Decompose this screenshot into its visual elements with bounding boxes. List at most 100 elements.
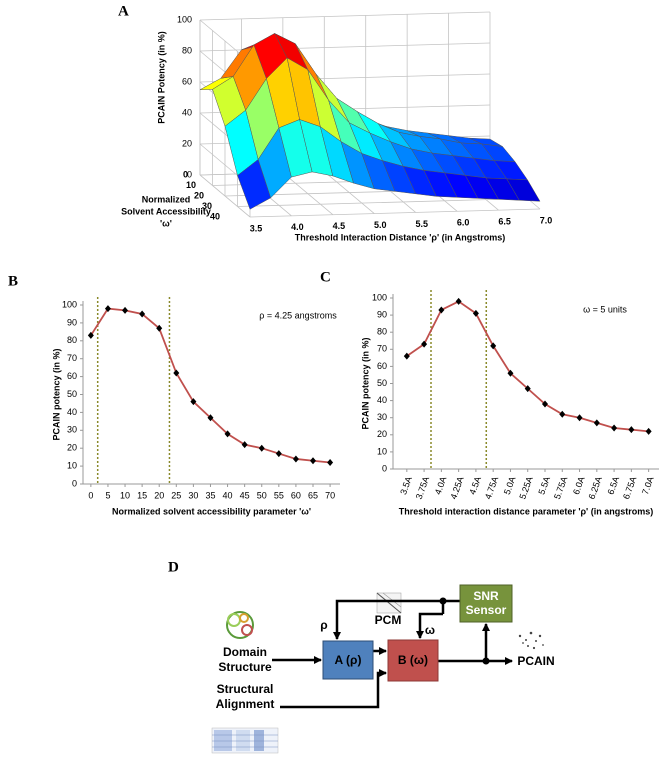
block-label: Sensor bbox=[466, 603, 507, 617]
z-tick-label: 0 bbox=[187, 169, 192, 179]
data-point bbox=[403, 352, 410, 360]
x-tick-label: 70 bbox=[325, 490, 335, 500]
y-tick-label: 60 bbox=[377, 361, 387, 371]
pcm-icon bbox=[376, 592, 402, 614]
series-line bbox=[90, 307, 331, 464]
panel-label: A bbox=[118, 3, 129, 19]
data-point bbox=[524, 385, 531, 393]
param-label: ρ bbox=[320, 618, 327, 632]
y-tick-label: 10 bbox=[377, 446, 387, 456]
x-tick-label: 15 bbox=[137, 490, 147, 500]
z-tick-label: 60 bbox=[182, 76, 192, 86]
x-tick-label: 3.5A bbox=[398, 475, 414, 496]
x-tick-label: 5 bbox=[105, 490, 110, 500]
x-tick-label: 4.0 bbox=[291, 222, 304, 232]
data-point bbox=[611, 424, 618, 432]
data-point bbox=[258, 444, 265, 452]
data-point bbox=[421, 340, 428, 348]
arrow bbox=[280, 669, 387, 709]
y-tick-label: 50 bbox=[377, 378, 387, 388]
z-tick-label: 20 bbox=[182, 138, 192, 148]
x-tick-label: 6.0 bbox=[457, 218, 470, 228]
x-tick-label: 3.75A bbox=[414, 475, 431, 501]
y-tick-label: 90 bbox=[67, 317, 77, 327]
y-tick-label: 20 bbox=[377, 429, 387, 439]
y-tick-label: 40 bbox=[377, 395, 387, 405]
data-point bbox=[275, 450, 282, 458]
y-axis-title: 'ω' bbox=[160, 218, 172, 228]
x-tick-label: 5.0 bbox=[374, 220, 387, 230]
x-tick-label: 5.5A bbox=[536, 475, 552, 496]
y-tick-label: 0 bbox=[183, 169, 188, 179]
x-tick-label: 7.0A bbox=[640, 475, 656, 496]
x-tick-label: 4.5 bbox=[333, 221, 346, 231]
data-point bbox=[224, 430, 231, 438]
input-label: Alignment bbox=[216, 697, 275, 711]
x-tick-label: 6.5A bbox=[605, 475, 621, 496]
panel-label: D bbox=[168, 559, 179, 575]
x-tick-label: 4.0A bbox=[433, 475, 449, 496]
x-tick-label: 7.0 bbox=[540, 215, 553, 225]
domain-icon bbox=[226, 611, 254, 639]
y-tick-label: 50 bbox=[67, 389, 77, 399]
panel-label: C bbox=[320, 269, 331, 285]
y-tick-label: 30 bbox=[202, 201, 212, 211]
data-point bbox=[438, 306, 445, 314]
data-point bbox=[104, 305, 111, 313]
input-label: Structure bbox=[218, 660, 272, 674]
y-tick-label: 10 bbox=[67, 460, 77, 470]
y-axis-title: Normalized bbox=[142, 194, 191, 204]
input-label: Structural bbox=[217, 682, 274, 696]
y-tick-label: 40 bbox=[67, 407, 77, 417]
annotation: ρ = 4.25 angstroms bbox=[259, 310, 337, 320]
block-label: B (ω) bbox=[398, 653, 428, 667]
block-label: A (ρ) bbox=[335, 653, 362, 667]
x-tick-label: 20 bbox=[154, 490, 164, 500]
y-tick-label: 0 bbox=[72, 478, 77, 488]
x-tick-label: 5.0A bbox=[502, 475, 518, 496]
data-point bbox=[156, 324, 163, 332]
y-tick-label: 20 bbox=[67, 443, 77, 453]
y-tick-label: 20 bbox=[194, 190, 204, 200]
y-tick-label: 70 bbox=[377, 344, 387, 354]
data-point bbox=[593, 419, 600, 427]
grid-line bbox=[199, 11, 491, 21]
y-tick-label: 40 bbox=[210, 211, 220, 221]
x-axis-title: Threshold Interaction Distance 'ρ' (in A… bbox=[295, 232, 506, 242]
y-tick-label: 10 bbox=[186, 180, 196, 190]
y-tick-label: 0 bbox=[382, 463, 387, 473]
x-tick-label: 30 bbox=[188, 490, 198, 500]
pcm-label: PCM bbox=[375, 613, 402, 627]
z-tick-label: 100 bbox=[177, 14, 192, 24]
connectors bbox=[272, 599, 513, 709]
surface-cell bbox=[506, 178, 541, 202]
y-tick-label: 70 bbox=[67, 353, 77, 363]
junction bbox=[482, 657, 490, 665]
x-tick-label: 10 bbox=[120, 490, 130, 500]
y-tick-label: 30 bbox=[377, 412, 387, 422]
block-snr bbox=[459, 584, 513, 623]
x-tick-label: 4.75A bbox=[483, 475, 500, 501]
z-tick-label: 40 bbox=[182, 107, 192, 117]
x-tick-label: 4.25A bbox=[448, 475, 465, 501]
x-tick-label: 3.5 bbox=[250, 223, 263, 233]
y-tick-label: 80 bbox=[67, 335, 77, 345]
x-tick-label: 60 bbox=[291, 490, 301, 500]
x-axis-title: Threshold interaction distance parameter… bbox=[399, 506, 653, 516]
y-tick-label: 60 bbox=[67, 371, 77, 381]
data-point bbox=[87, 331, 94, 339]
annotation: ω = 5 units bbox=[583, 304, 627, 314]
y-tick-label: 30 bbox=[67, 425, 77, 435]
data-point bbox=[490, 342, 497, 350]
junction bbox=[439, 597, 447, 605]
data-point bbox=[507, 369, 514, 377]
x-axis-title: Normalized solvent accessibility paramet… bbox=[112, 506, 311, 516]
data-point bbox=[190, 398, 197, 406]
data-point bbox=[576, 414, 583, 422]
x-tick-label: 6.0A bbox=[571, 475, 587, 496]
z-axis-title: PCAIN Potency (in %) bbox=[156, 31, 166, 124]
data-point bbox=[645, 427, 652, 435]
x-tick-label: 40 bbox=[223, 490, 233, 500]
arrow bbox=[333, 599, 460, 640]
